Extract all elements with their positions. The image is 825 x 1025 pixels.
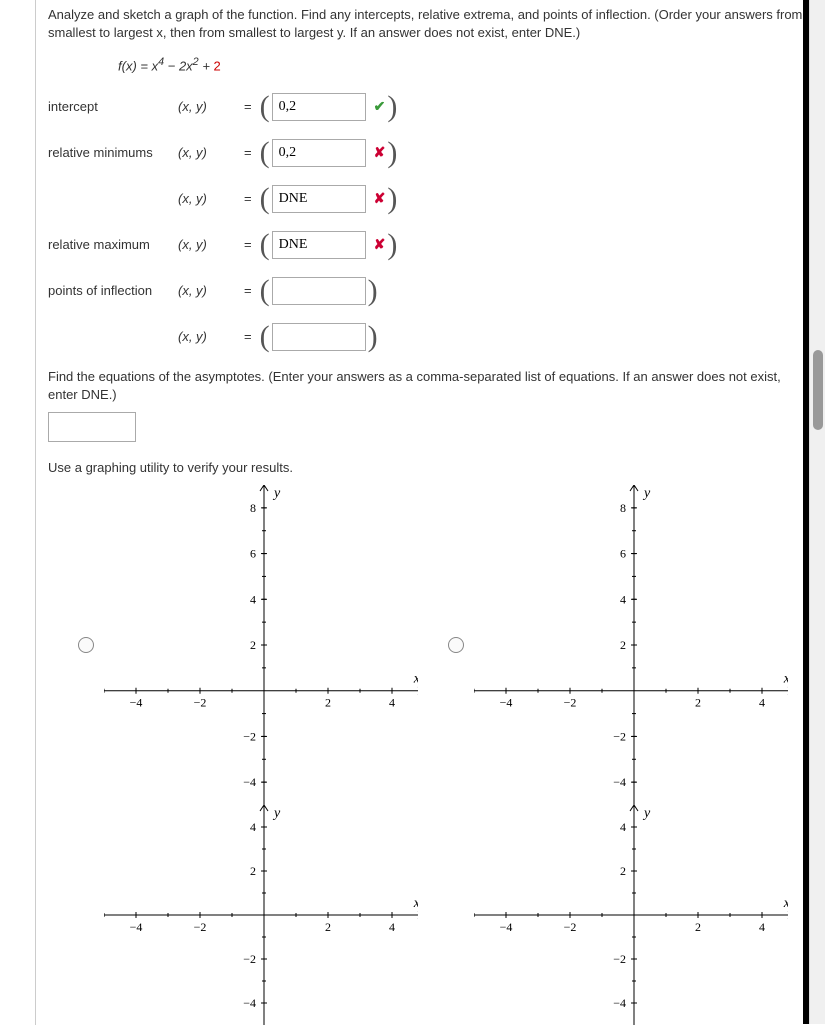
svg-text:−4: −4 — [243, 775, 256, 789]
equals-sign: = — [244, 329, 252, 344]
instructions-text: Analyze and sketch a graph of the functi… — [48, 6, 808, 42]
graph-grid: −4 −2 2 4 2 4 6 8 −2 −4 x y −4 −2 2 4 2 4 6 8 −2 −4 x y −4 −2 2 4… — [48, 485, 788, 1025]
svg-text:2: 2 — [325, 696, 331, 710]
relative-min2-input[interactable] — [272, 185, 366, 213]
svg-text:2: 2 — [250, 864, 256, 878]
svg-text:6: 6 — [620, 547, 626, 561]
intercept-label: intercept — [48, 99, 178, 114]
svg-text:4: 4 — [620, 820, 626, 834]
svg-text:−4: −4 — [130, 696, 143, 710]
relative-max-input[interactable] — [272, 231, 366, 259]
graph-option-d: −4 −2 2 4 2 4 −2 −4 x y — [418, 805, 788, 1025]
svg-text:4: 4 — [250, 592, 256, 606]
relative-min1-input[interactable] — [272, 139, 366, 167]
svg-text:y: y — [642, 806, 651, 821]
graph-option-b: −4 −2 2 4 2 4 6 8 −2 −4 x y — [418, 485, 788, 805]
right-paren: ) — [387, 136, 397, 170]
check-icon: ✔ — [374, 98, 386, 115]
right-paren: ) — [387, 182, 397, 216]
svg-text:x: x — [783, 672, 788, 687]
cross-icon: ✘ — [374, 236, 386, 253]
equals-sign: = — [244, 283, 252, 298]
equals-sign: = — [244, 237, 252, 252]
xy-label: (x, y) — [178, 99, 238, 114]
equals-sign: = — [244, 191, 252, 206]
xy-label: (x, y) — [178, 237, 238, 252]
svg-text:−4: −4 — [130, 920, 143, 934]
cross-icon: ✘ — [374, 144, 386, 161]
svg-text:−2: −2 — [194, 920, 207, 934]
svg-text:y: y — [272, 806, 281, 821]
graph-radio-b[interactable] — [448, 637, 464, 653]
right-paren: ) — [387, 228, 397, 262]
svg-text:2: 2 — [250, 638, 256, 652]
svg-text:−2: −2 — [243, 730, 256, 744]
relative-min-label: relative minimums — [48, 145, 178, 160]
left-paren: ( — [260, 228, 270, 262]
svg-text:8: 8 — [250, 501, 256, 515]
relative-max-label: relative maximum — [48, 237, 178, 252]
svg-text:−2: −2 — [194, 696, 207, 710]
svg-text:4: 4 — [759, 696, 765, 710]
svg-text:−2: −2 — [613, 952, 626, 966]
svg-text:−4: −4 — [613, 775, 626, 789]
svg-text:−4: −4 — [500, 920, 513, 934]
verify-text: Use a graphing utility to verify your re… — [48, 460, 808, 475]
right-paren: ) — [368, 274, 378, 308]
inflection1-input[interactable] — [272, 277, 366, 305]
svg-text:−4: −4 — [613, 996, 626, 1010]
svg-text:−2: −2 — [564, 696, 577, 710]
intercept-input[interactable] — [272, 93, 366, 121]
left-paren: ( — [260, 90, 270, 124]
left-paren: ( — [260, 274, 270, 308]
svg-text:8: 8 — [620, 501, 626, 515]
svg-text:−2: −2 — [564, 920, 577, 934]
svg-text:4: 4 — [620, 592, 626, 606]
asymptote-prompt: Find the equations of the asymptotes. (E… — [48, 368, 808, 404]
svg-text:4: 4 — [759, 920, 765, 934]
svg-text:2: 2 — [620, 638, 626, 652]
svg-text:2: 2 — [620, 864, 626, 878]
svg-text:4: 4 — [389, 696, 395, 710]
equals-sign: = — [244, 145, 252, 160]
xy-label: (x, y) — [178, 329, 238, 344]
scrollbar-thumb[interactable] — [813, 350, 823, 430]
right-paren: ) — [387, 90, 397, 124]
xy-label: (x, y) — [178, 283, 238, 298]
left-paren: ( — [260, 136, 270, 170]
asymptote-input[interactable] — [48, 412, 136, 442]
function-expression: f(x) = x4 − 2x2 + 2 — [118, 56, 808, 73]
svg-text:y: y — [272, 486, 281, 501]
svg-text:−2: −2 — [613, 730, 626, 744]
xy-label: (x, y) — [178, 145, 238, 160]
svg-text:2: 2 — [325, 920, 331, 934]
svg-text:−4: −4 — [243, 996, 256, 1010]
graph-option-c: −4−22424−2−4xy — [48, 805, 418, 1025]
cross-icon: ✘ — [374, 190, 386, 207]
graph-option-a: −4−2242468−2−4xy — [48, 485, 418, 805]
svg-text:2: 2 — [695, 696, 701, 710]
left-paren: ( — [260, 182, 270, 216]
equals-sign: = — [244, 99, 252, 114]
svg-text:2: 2 — [695, 920, 701, 934]
svg-text:−4: −4 — [500, 696, 513, 710]
right-paren: ) — [368, 320, 378, 354]
left-paren: ( — [260, 320, 270, 354]
xy-label: (x, y) — [178, 191, 238, 206]
svg-text:4: 4 — [250, 820, 256, 834]
svg-text:y: y — [642, 486, 651, 501]
svg-text:6: 6 — [250, 547, 256, 561]
svg-text:−2: −2 — [243, 952, 256, 966]
svg-text:x: x — [783, 896, 788, 911]
graph-radio-a[interactable] — [78, 637, 94, 653]
inflection2-input[interactable] — [272, 323, 366, 351]
scrollbar-track[interactable] — [809, 0, 825, 1024]
svg-text:4: 4 — [389, 920, 395, 934]
points-inflection-label: points of inflection — [48, 283, 178, 298]
